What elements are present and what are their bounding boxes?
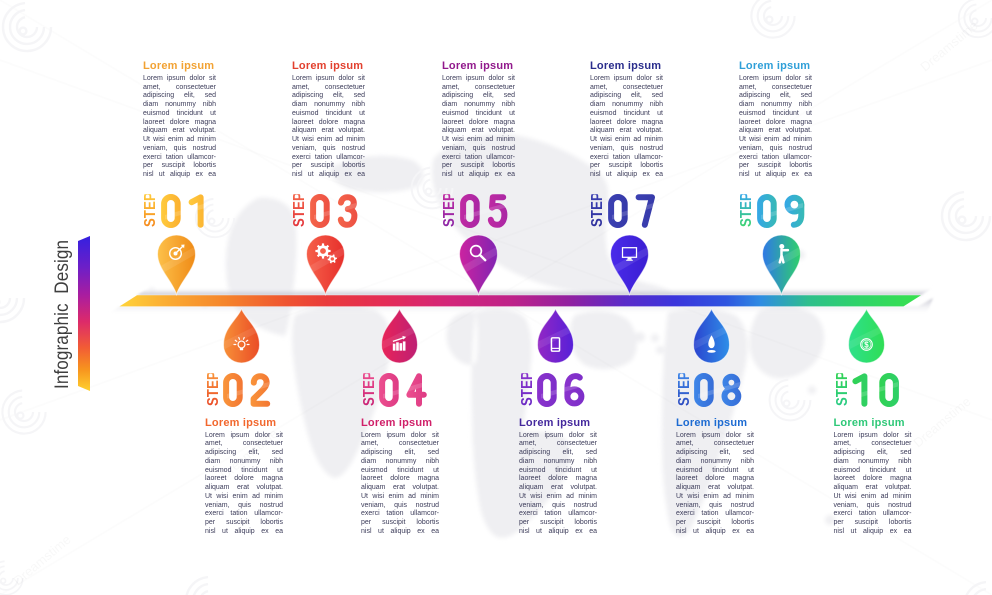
- svg-text:$: $: [864, 340, 869, 349]
- svg-text:Dreamstime: Dreamstime: [10, 532, 73, 589]
